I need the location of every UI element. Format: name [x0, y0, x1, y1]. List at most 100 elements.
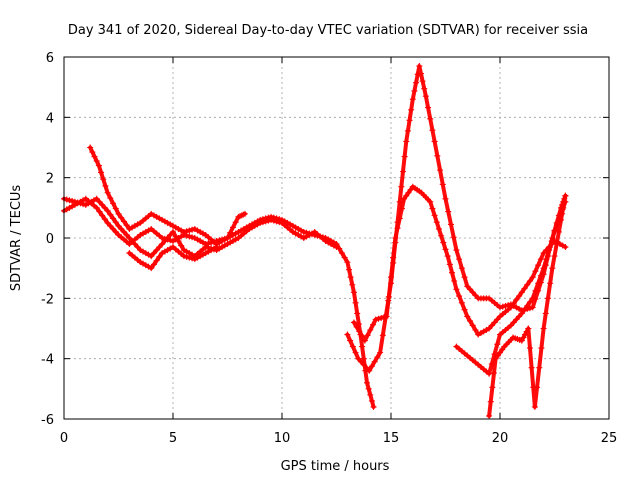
data-point-interp	[199, 230, 206, 237]
data-point-interp	[150, 261, 157, 268]
data-point-interp	[338, 250, 345, 257]
series-arc-b	[61, 195, 340, 260]
data-point-interp	[341, 254, 348, 261]
data-point-interp	[364, 332, 371, 339]
data-point-interp	[319, 235, 326, 242]
data-point-interp	[227, 229, 234, 236]
data-point-interp	[499, 346, 506, 353]
data-point-interp	[90, 197, 97, 204]
data-point-interp	[210, 238, 217, 245]
data-point-interp	[516, 313, 523, 320]
data-point-interp	[380, 314, 387, 321]
data-point-interp	[178, 233, 185, 240]
data-point-interp	[467, 317, 474, 324]
data-point-interp	[183, 228, 190, 235]
data-point	[518, 310, 525, 317]
chart-title: Day 341 of 2020, Sidereal Day-to-day VTE…	[68, 23, 588, 38]
data-point	[525, 325, 532, 332]
data-point-interp	[483, 295, 490, 302]
data-point	[435, 225, 442, 232]
data-point-interp	[532, 287, 539, 294]
data-point-interp	[90, 202, 97, 209]
data-point	[422, 93, 429, 100]
data-point-interp	[96, 198, 103, 205]
data-point-interp	[69, 198, 76, 205]
data-point-interp	[537, 256, 544, 263]
data-point	[529, 304, 536, 311]
x-tick-label: 5	[169, 431, 177, 446]
grid	[64, 57, 609, 419]
data-point-interp	[167, 245, 174, 252]
series-arc-e	[344, 63, 569, 374]
data-point-interp	[425, 104, 432, 111]
data-point-interp	[80, 201, 87, 208]
data-point	[464, 283, 471, 290]
data-point-interp	[110, 215, 117, 222]
data-point-interp	[469, 322, 476, 329]
data-point	[344, 331, 351, 338]
data-point-interp	[528, 364, 535, 371]
data-point-interp	[360, 361, 367, 368]
data-point-interp	[431, 212, 438, 219]
data-point-interp	[110, 225, 117, 232]
data-point-interp	[497, 349, 503, 356]
data-point-interp	[262, 218, 269, 225]
data-point-interp	[110, 200, 117, 207]
data-point-interp	[164, 235, 171, 241]
data-point-interp	[240, 211, 247, 218]
data-point	[392, 235, 399, 241]
data-point-interp	[429, 205, 436, 212]
data-point-interp	[100, 176, 107, 183]
data-point-interp	[559, 242, 566, 249]
data-point-interp	[74, 199, 81, 206]
series-arc-h	[486, 192, 569, 419]
data-point-interp	[330, 242, 337, 249]
data-point-interp	[134, 234, 141, 241]
data-point-interp	[354, 310, 361, 317]
data-point-interp	[112, 228, 119, 235]
data-point	[370, 403, 377, 410]
data-point-interp	[425, 196, 432, 203]
data-point-interp	[385, 293, 392, 300]
data-point	[115, 210, 122, 217]
data-point-interp	[456, 293, 463, 300]
data-point-interp	[488, 322, 495, 329]
data-point-interp	[398, 205, 405, 212]
data-point-interp	[526, 277, 533, 284]
data-point-interp	[352, 349, 359, 356]
data-point-interp	[438, 232, 445, 239]
data-point-interp	[145, 227, 152, 234]
data-point-interp	[167, 231, 174, 238]
data-point-interp	[371, 358, 378, 365]
data-point-interp	[520, 334, 527, 341]
data-point-interp	[375, 315, 382, 322]
data-point-interp	[118, 214, 125, 221]
data-point-interp	[150, 250, 157, 257]
data-point-interp	[507, 336, 514, 343]
y-tick-label: -6	[41, 413, 54, 428]
data-point-interp	[156, 232, 163, 239]
data-point-interp	[405, 189, 412, 196]
data-point-interp	[491, 369, 498, 376]
data-point-interp	[396, 215, 403, 222]
data-point-interp	[446, 261, 453, 268]
data-point	[403, 138, 410, 145]
data-point	[126, 235, 133, 241]
data-point-interp	[189, 234, 196, 241]
data-point-interp	[178, 242, 185, 249]
data-point-interp	[394, 225, 401, 232]
x-tick-label: 25	[601, 431, 618, 446]
data-point-interp	[547, 280, 554, 287]
data-point-interp	[63, 196, 70, 203]
data-point	[104, 207, 111, 214]
data-point-interp	[437, 167, 444, 174]
data-point-interp	[89, 149, 96, 156]
x-tick-label: 20	[492, 431, 509, 446]
data-point	[540, 325, 547, 332]
data-point	[444, 253, 451, 260]
data-point-interp	[510, 300, 517, 307]
data-point-interp	[112, 205, 119, 212]
y-tick-label: -4	[41, 353, 54, 368]
data-point-interp	[349, 343, 356, 350]
